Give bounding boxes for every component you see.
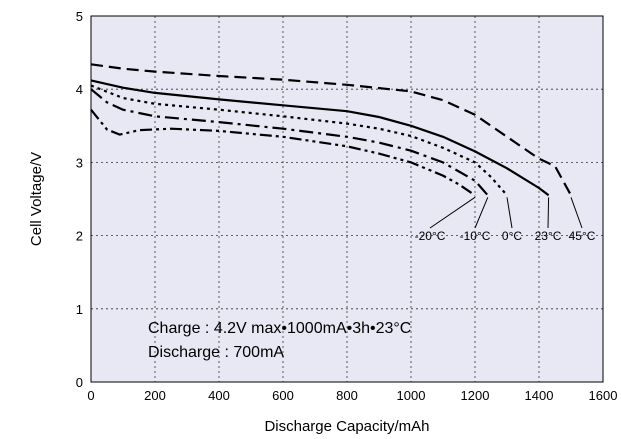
x-tick-label: 1400 (525, 388, 554, 403)
plot-frame (90, 15, 604, 383)
grid (91, 16, 603, 382)
y-tick-label: 4 (76, 82, 83, 97)
x-tick-label: 1000 (397, 388, 426, 403)
charge-annotation: Charge : 4.2V max•1000mA•3h•23°C (148, 320, 411, 337)
series-line (90, 88, 489, 197)
discharge-annotation: Discharge : 700mA (148, 344, 284, 361)
y-tick-label: 2 (76, 229, 83, 244)
series-temperature-label: 23°C (535, 229, 562, 243)
series-temperature-label: -20°C (415, 229, 446, 243)
leader-line (570, 197, 583, 229)
series-temperature-label: 0°C (502, 229, 522, 243)
x-tick-label: 200 (144, 388, 166, 403)
x-tick-label: 1200 (461, 388, 490, 403)
y-tick-label: 0 (76, 375, 83, 390)
series-line (90, 109, 476, 197)
x-tick-label: 1600 (589, 388, 618, 403)
y-tick-label: 3 (76, 155, 83, 170)
ticks: 0 200 400 600 800 1000 1200 1400 1600 0 1 2 3 4 5 (76, 9, 618, 403)
leader-line (429, 196, 476, 229)
leader-line (547, 197, 550, 229)
x-tick-label: 0 (87, 388, 94, 403)
series-temperature-label: -10°C (460, 229, 491, 243)
leader-line (474, 197, 489, 229)
x-tick-label: 400 (208, 388, 230, 403)
temperature-labels: -20°C -10°C 0°C 23°C 45°C (415, 196, 596, 243)
y-tick-label: 5 (76, 9, 83, 24)
series-line (90, 79, 550, 197)
series-line (90, 63, 572, 196)
y-tick-label: 1 (76, 302, 83, 317)
x-tick-label: 600 (272, 388, 294, 403)
x-axis-label: Discharge Capacity/mAh (264, 418, 429, 435)
series-temperature-label: 45°C (569, 229, 596, 243)
x-tick-label: 800 (336, 388, 358, 403)
series-layer (90, 63, 572, 197)
leader-line (506, 197, 513, 229)
y-axis-label: Cell Voltage/V (28, 152, 45, 246)
